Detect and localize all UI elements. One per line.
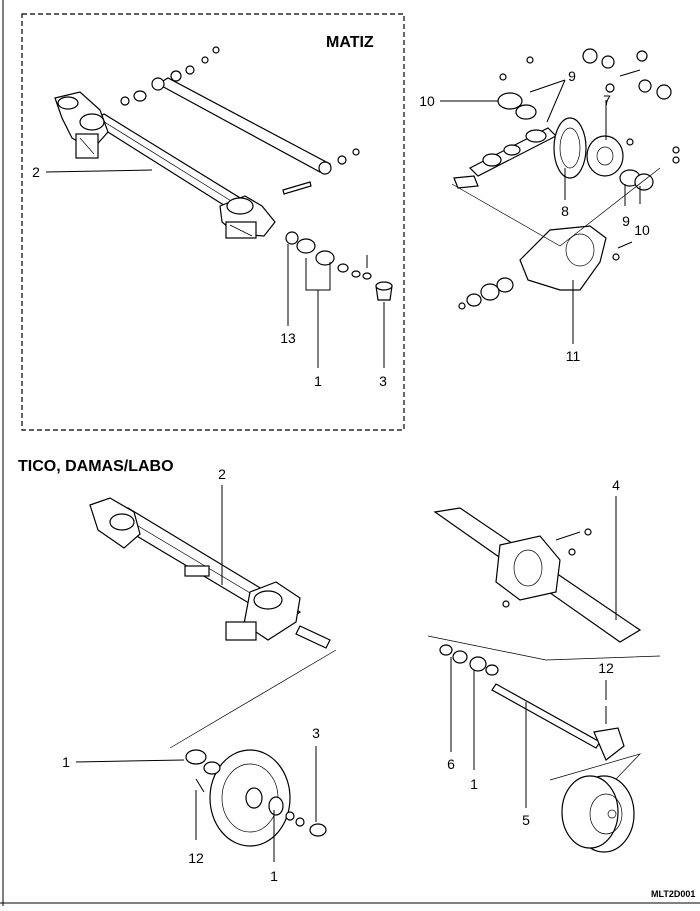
callout-r-5: 5 — [522, 812, 530, 828]
matiz-left-spindle — [54, 91, 109, 159]
tico-explode-guide — [169, 649, 337, 749]
callout-d-9b: 9 — [622, 213, 630, 229]
callout-d-10b: 10 — [634, 222, 650, 238]
callout-t-12: 12 — [188, 850, 204, 866]
figure-code: MLT2D001 — [651, 889, 696, 899]
callout-t-1a: 1 — [62, 754, 70, 770]
callout-d-11: 11 — [565, 348, 581, 364]
callout-r-6: 6 — [447, 756, 455, 772]
diff-explode-guide — [451, 167, 661, 247]
tico-axle-housing — [89, 497, 331, 649]
tico-section-title: TICO, DAMAS/LABO — [18, 458, 174, 475]
callout-t-2: 2 — [218, 466, 226, 482]
callout-m-13: 13 — [280, 330, 296, 346]
tico-brake-drum — [185, 749, 327, 847]
matiz-section-title: MATIZ — [326, 34, 374, 51]
callout-d-9a: 9 — [568, 68, 576, 84]
diff-carrier-housing — [458, 225, 633, 310]
labo-brake-drum — [561, 775, 635, 853]
callout-m-2: 2 — [32, 164, 40, 180]
callout-d-7: 7 — [603, 92, 611, 108]
matiz-dashed-frame — [21, 13, 405, 431]
callout-r-12: 12 — [598, 660, 614, 676]
callout-m-3: 3 — [379, 373, 387, 389]
leader-lines — [45, 79, 641, 862]
matiz-lateral-rod — [151, 77, 332, 175]
callout-r-4: 4 — [612, 477, 620, 493]
diff-case — [586, 135, 654, 191]
diff-pinion-assembly — [453, 92, 558, 189]
callout-t-1b: 1 — [270, 868, 278, 884]
callout-d-10a: 10 — [419, 93, 435, 109]
labo-axle-housing — [433, 507, 642, 643]
labo-explode-guide — [427, 635, 661, 661]
callout-m-1: 1 — [314, 373, 322, 389]
matiz-right-spindle — [219, 195, 276, 239]
labo-axle-shaft — [439, 644, 625, 761]
matiz-axle-beam — [90, 113, 252, 215]
diff-ring-gear — [553, 117, 587, 179]
matiz-hardware — [120, 46, 393, 301]
diff-small-gears — [499, 48, 680, 164]
callout-t-3: 3 — [312, 725, 320, 741]
callout-r-1: 1 — [470, 776, 478, 792]
callout-d-8: 8 — [561, 203, 569, 219]
